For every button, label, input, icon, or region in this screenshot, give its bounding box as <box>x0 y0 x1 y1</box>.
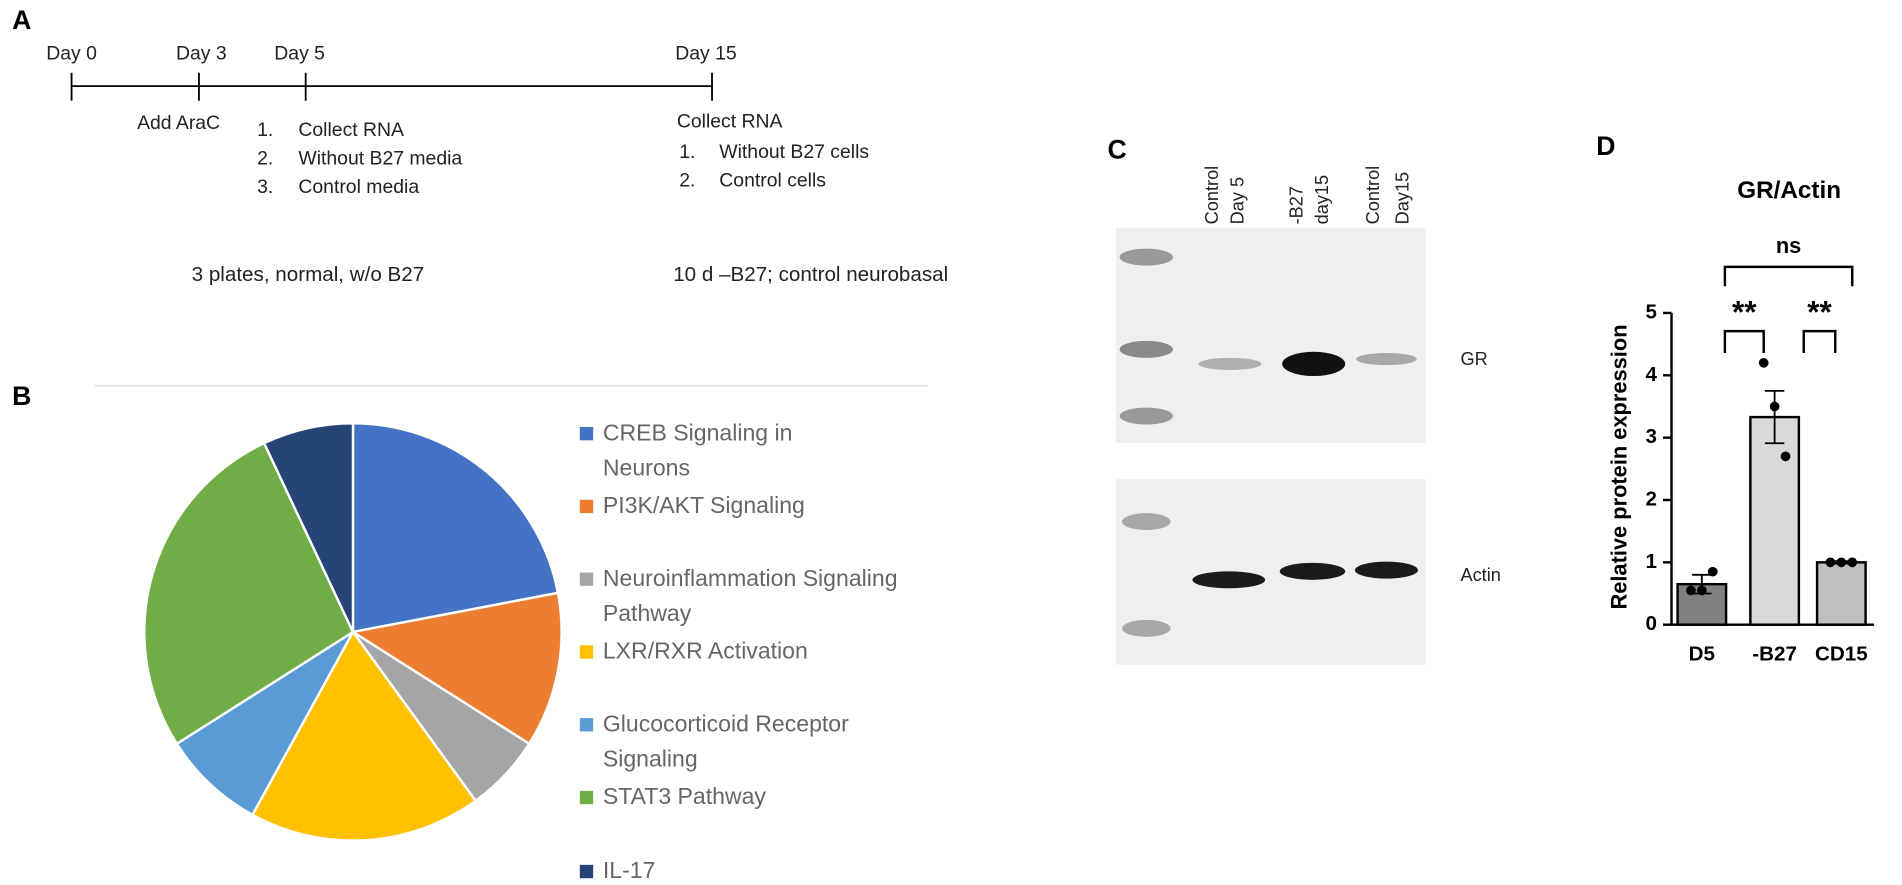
legend-label: PI3K/AKT Signaling <box>602 493 805 520</box>
x-tick-label: -B27 <box>1752 642 1797 665</box>
list-marker: 3. <box>257 176 273 198</box>
ladder-band <box>1119 340 1173 358</box>
y-axis-label: Relative protein expression <box>1606 324 1631 609</box>
bar <box>1815 561 1867 626</box>
list-marker: 1. <box>679 141 695 163</box>
band-label: Actin <box>1460 565 1500 585</box>
gr-band <box>1198 357 1262 370</box>
y-tick-label: 3 <box>1645 425 1656 448</box>
legend-swatch <box>579 790 594 805</box>
lane-label: -B27 <box>1287 186 1307 224</box>
legend-label: CREB Signaling in Neurons <box>602 420 793 482</box>
list-marker: 2. <box>679 169 695 191</box>
pie-slice <box>349 591 563 746</box>
panel-label: B <box>12 381 31 411</box>
lane-label: Control <box>1202 166 1222 225</box>
significance-label: ** <box>1807 293 1832 329</box>
significance-bracket <box>1802 329 1837 353</box>
legend-swatch <box>579 864 594 879</box>
list-item: Control media <box>298 176 419 198</box>
blot-membrane <box>1115 228 1426 443</box>
error-bar <box>1764 389 1785 445</box>
y-tick-label: 4 <box>1645 363 1657 386</box>
ladder-band <box>1122 619 1171 637</box>
legend-label: Neuroinflammation Signaling Pathway <box>602 566 898 628</box>
pie-slice <box>262 422 355 633</box>
list-item: Collect RNA <box>298 119 404 141</box>
note: 3 plates, normal, w/o B27 <box>192 263 425 286</box>
panel-label: D <box>1596 131 1615 161</box>
significance-bracket <box>1723 329 1765 353</box>
data-point <box>1696 585 1707 596</box>
legend-label: Glucocorticoid Receptor Signaling <box>602 712 849 773</box>
y-tick-label: 1 <box>1645 550 1656 573</box>
pie-slice <box>351 422 560 634</box>
gr-band <box>1282 351 1346 377</box>
bar <box>1749 415 1801 626</box>
x-tick-label: CD15 <box>1815 642 1868 665</box>
legend-label: IL-17 <box>602 858 656 885</box>
list-item: Without B27 cells <box>719 141 869 163</box>
band-label: GR <box>1460 349 1487 369</box>
y-tick-label: 5 <box>1645 300 1656 323</box>
pie-slice <box>175 630 355 817</box>
day-label: Day 15 <box>675 43 736 65</box>
day-label: Day 5 <box>274 43 325 65</box>
legend-swatch <box>579 645 594 659</box>
panel-label: A <box>12 5 31 35</box>
pie-slice <box>250 629 478 842</box>
step-label: Add AraC <box>137 112 220 134</box>
data-point <box>1707 566 1718 577</box>
list-marker: 1. <box>257 119 273 141</box>
gr-band <box>1356 352 1417 366</box>
data-point <box>1780 451 1791 462</box>
ladder-band <box>1119 248 1173 266</box>
lane-label: Day 5 <box>1227 177 1247 225</box>
data-point <box>1758 357 1769 368</box>
legend-swatch <box>579 426 594 441</box>
list-item: Control cells <box>719 169 826 191</box>
list-item: Without B27 media <box>298 148 462 170</box>
panel-label: C <box>1107 135 1126 165</box>
lane-label: day15 <box>1312 175 1332 225</box>
day-label: Day 0 <box>46 43 97 65</box>
actin-band <box>1279 562 1346 580</box>
legend-swatch <box>579 499 594 514</box>
significance-bracket <box>1723 265 1854 287</box>
legend-swatch <box>579 718 594 732</box>
legend-label: LXR/RXR Activation <box>602 639 808 665</box>
pie-slice <box>143 441 355 746</box>
day-label: Day 3 <box>176 43 227 65</box>
data-point <box>1847 557 1858 568</box>
legend-swatch <box>579 572 594 586</box>
significance-label: ** <box>1732 293 1757 329</box>
data-point <box>1769 401 1780 412</box>
lane-label: Control <box>1363 166 1383 225</box>
significance-label: ns <box>1776 233 1801 258</box>
actin-band <box>1354 561 1418 579</box>
y-tick-label: 0 <box>1645 612 1656 635</box>
lane-label: Day15 <box>1392 172 1412 225</box>
list-marker: 2. <box>257 148 273 170</box>
chart-title: GR/Actin <box>1737 177 1841 204</box>
ladder-band <box>1119 407 1173 425</box>
y-tick-label: 2 <box>1645 487 1656 510</box>
data-point <box>1825 557 1836 568</box>
step-label: Collect RNA <box>677 111 783 133</box>
x-tick-label: D5 <box>1689 642 1715 665</box>
data-point <box>1836 557 1847 568</box>
ladder-band <box>1122 513 1171 531</box>
note: 10 d –B27; control neurobasal <box>673 263 948 286</box>
data-point <box>1686 585 1696 596</box>
actin-band <box>1192 571 1266 589</box>
legend-label: STAT3 Pathway <box>602 784 766 811</box>
